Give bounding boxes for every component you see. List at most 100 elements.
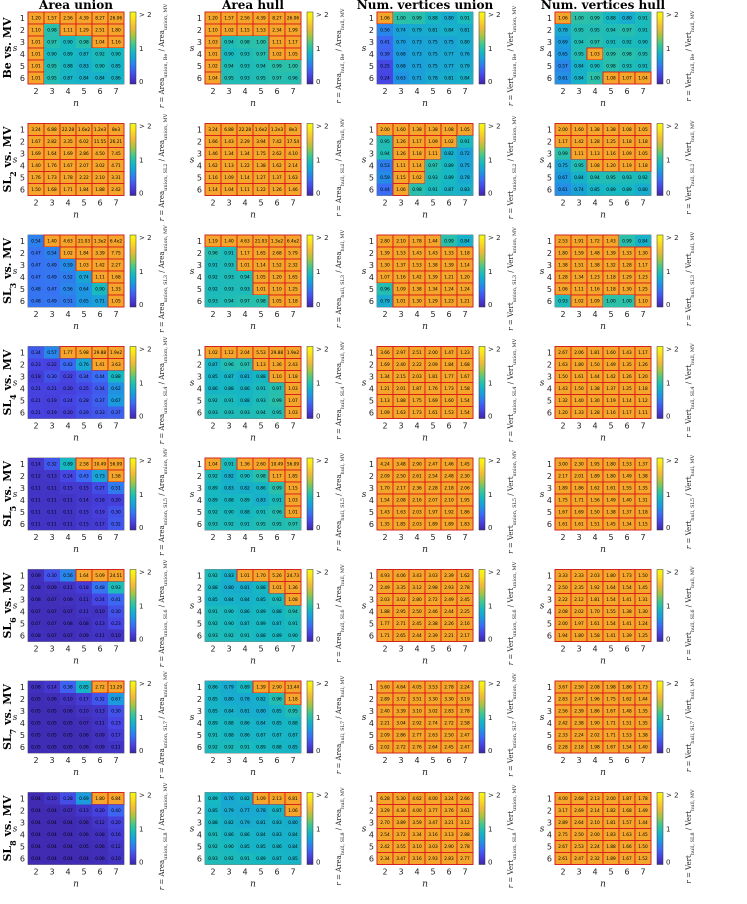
y-axis-label: s (13, 825, 18, 835)
x-tick-label: 3 (226, 756, 231, 765)
cell-value: 0.11 (95, 633, 105, 639)
cell-value: 22.28 (239, 127, 252, 133)
x-tick-label: 2 (382, 645, 387, 654)
cell-value: 1.24 (444, 287, 454, 293)
cell-value: 2.97 (396, 350, 406, 356)
heatmap-cell (44, 406, 60, 419)
heatmap-cell (441, 60, 457, 72)
heatmap-cell (92, 605, 108, 618)
heatmap-cell (92, 741, 108, 753)
cell-value: 26.06 (110, 16, 123, 22)
cell-value: 0.24 (63, 398, 73, 404)
heatmap-cell (253, 470, 269, 482)
colorbar-tick: > 2 (316, 457, 329, 465)
cell-value: 2.90 (272, 685, 282, 691)
x-axis-label: n (250, 99, 256, 109)
cell-value: 1.01 (240, 573, 250, 579)
heatmap-cell (76, 717, 92, 729)
heatmap-cell (603, 24, 619, 36)
cell-value: 0.98 (622, 52, 632, 58)
x-tick-label: 7 (290, 645, 295, 654)
heatmap-cell (409, 12, 425, 24)
cell-value: 8e3 (289, 127, 297, 133)
x-tick-label: 7 (462, 756, 467, 765)
heatmap-cell (76, 358, 92, 371)
y-tick-label: 2 (369, 807, 374, 816)
x-tick-label: 3 (576, 533, 581, 542)
cell-value: 2.17 (460, 633, 470, 639)
heatmap-cell (285, 629, 301, 642)
heatmap-cell (60, 283, 76, 295)
x-axis-label: n (250, 211, 256, 221)
y-tick-label: 1 (369, 14, 374, 23)
y-tick-label: 3 (547, 707, 552, 716)
cell-value: 0.07 (63, 633, 73, 639)
heatmap-cell (205, 693, 221, 705)
y-axis-label: s (540, 713, 545, 723)
cell-value: 0.08 (31, 597, 41, 603)
heatmap-cell (92, 593, 108, 606)
cell-value: 0.90 (224, 621, 234, 627)
y-axis-label: s (190, 379, 195, 389)
cell-value: 1.54 (460, 410, 470, 416)
heatmap-cell (603, 12, 619, 24)
heatmap-cell (237, 681, 253, 693)
y-tick-label: 4 (20, 273, 25, 282)
y-tick-label: 1 (547, 683, 552, 692)
heatmap-cell (253, 394, 269, 407)
cell-value: 2.60 (256, 462, 266, 468)
heatmap-cell (44, 24, 60, 36)
cell-value: 1.17 (288, 40, 298, 46)
colorbar-tick: 1 (666, 45, 670, 53)
cell-value: 1.68 (460, 362, 470, 368)
heatmap-cell (587, 24, 603, 36)
cell-value: 2.12 (574, 597, 584, 603)
cell-value: 0.93 (622, 64, 632, 70)
heatmap-cell (205, 506, 221, 518)
cell-value: 0.93 (208, 633, 218, 639)
colorbar-tick: > 2 (139, 569, 152, 577)
cell-value: 0.11 (31, 486, 41, 492)
x-tick-label: 7 (113, 756, 118, 765)
heatmap-cell (237, 358, 253, 371)
cell-value: 1.91 (574, 239, 584, 245)
heatmap-cell (28, 358, 44, 371)
heatmap-panel: 1.06 1.00 0.99 0.88 0.80 0.910.78 0.95 0.95 0.94… (540, 10, 696, 109)
cell-value: 0.07 (47, 597, 57, 603)
heatmap-cell (237, 506, 253, 518)
heatmap-panel: 1.20 1.57 2.56 4.39 8.27 26.061.10 0.98 1.11 1.2… (13, 4, 169, 109)
heatmap-cell (28, 458, 44, 470)
cell-value: 1.26 (396, 139, 406, 145)
cell-value: 2.40 (380, 709, 390, 715)
colorbar (306, 123, 314, 196)
cell-value: 1.02 (412, 175, 422, 181)
heatmap-cell (619, 171, 635, 184)
x-axis-label: n (600, 657, 606, 667)
cell-value: 2.14 (288, 163, 298, 169)
cell-value: 1.68 (622, 808, 632, 814)
cell-value: 3.34 (412, 832, 422, 838)
cell-value: 0.92 (208, 621, 218, 627)
y-tick-label: 1 (20, 460, 25, 469)
cell-value: 0.65 (79, 299, 89, 305)
y-tick-label: 2 (197, 695, 202, 704)
heatmap-panel: 0.92 0.83 1.01 1.70 5.26 24.730.88 0.80 0.81 0.8… (190, 564, 346, 666)
cell-value: 0.89 (256, 609, 266, 615)
cell-value: 1.19 (622, 163, 632, 169)
cell-value: 1.19 (606, 398, 616, 404)
colorbar-tick: 0 (316, 413, 320, 421)
cell-value: 0.93 (208, 522, 218, 528)
y-tick-label: 1 (369, 460, 374, 469)
cell-value: 0.80 (256, 709, 266, 715)
cell-value: 0.41 (380, 40, 390, 46)
cell-value: 1.35 (622, 362, 632, 368)
cell-value: 0.04 (63, 856, 73, 862)
cell-value: 0.30 (111, 709, 121, 715)
heatmap-cell (221, 617, 237, 630)
cell-value: 56.09 (110, 462, 123, 468)
ratio-label: r = Areaunion, Be / Areaunion, MV (158, 4, 169, 109)
heatmap-cell (28, 593, 44, 606)
cell-value: 2.90 (444, 844, 454, 850)
y-tick-label: 2 (369, 695, 374, 704)
cell-value: 2.40 (396, 362, 406, 368)
